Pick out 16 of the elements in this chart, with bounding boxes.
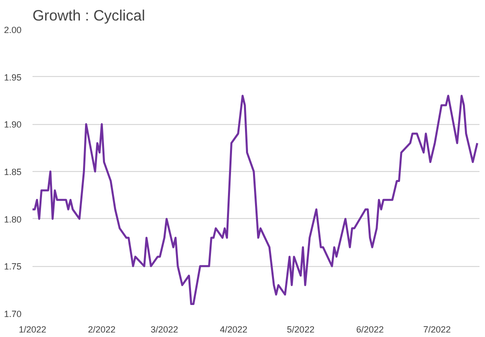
y-tick-label: 2.00	[4, 25, 22, 35]
y-tick-label: 1.85	[4, 167, 22, 177]
chart-title: Growth : Cyclical	[32, 8, 146, 24]
y-tick-label: 1.80	[4, 214, 22, 224]
x-tick-label: 5/2022	[286, 324, 314, 334]
x-tick-label: 1/2022	[18, 324, 46, 334]
line-series	[32, 94, 478, 306]
y-tick-label: 1.70	[4, 309, 22, 319]
y-tick-label: 1.95	[4, 72, 22, 82]
x-tick-label: 7/2022	[423, 324, 451, 334]
x-tick-label: 6/2022	[356, 324, 384, 334]
y-tick-label: 1.75	[4, 262, 22, 272]
x-tick-label: 3/2022	[150, 324, 178, 334]
x-tick-label: 4/2022	[220, 324, 248, 334]
x-tick-label: 2/2022	[88, 324, 116, 334]
y-tick-label: 1.90	[4, 120, 22, 130]
